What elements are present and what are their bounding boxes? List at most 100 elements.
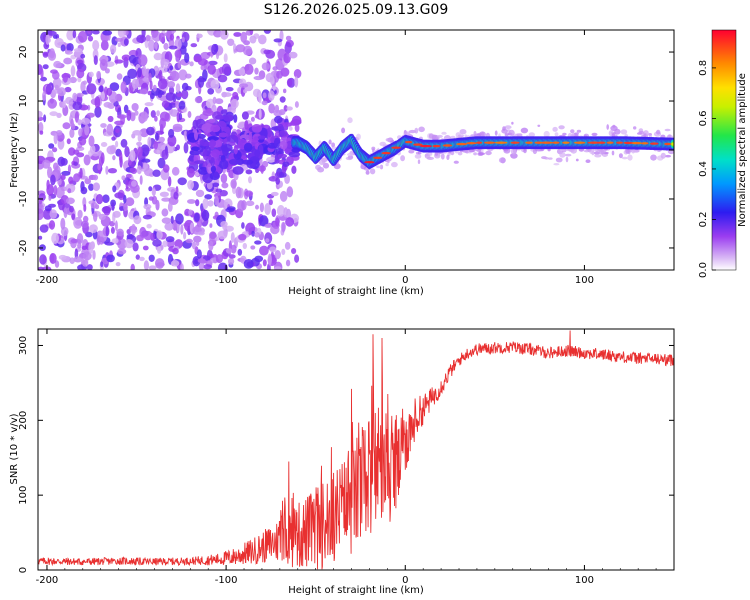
spectrogram-cell bbox=[93, 211, 98, 222]
spectrogram-cell bbox=[84, 178, 91, 185]
spectrogram-cell bbox=[104, 241, 115, 246]
spectrogram-cell bbox=[215, 114, 225, 120]
spectrogram-cell bbox=[67, 164, 72, 174]
spectrogram-cell bbox=[79, 136, 87, 146]
spectrogram-cell bbox=[559, 151, 566, 158]
snr-y-label: SNR (10 * v/v) bbox=[9, 413, 20, 484]
spectrogram-cell bbox=[153, 52, 163, 61]
spectrogram-cell bbox=[268, 199, 273, 206]
spectrogram-cell bbox=[548, 157, 553, 160]
spectrogram-cell bbox=[371, 146, 376, 151]
spectrogram-cell bbox=[111, 136, 116, 141]
spectrogram-cell bbox=[210, 124, 221, 133]
spectrogram-cell bbox=[48, 195, 52, 201]
spectrogram-cell bbox=[157, 157, 166, 169]
spectrogram-cell bbox=[63, 207, 68, 219]
spectrogram-cell bbox=[291, 248, 297, 254]
spectrogram-cell bbox=[141, 158, 151, 163]
spectrogram-cell bbox=[248, 57, 257, 65]
spectrogram-cell bbox=[413, 143, 423, 146]
spectrogram-cell bbox=[381, 151, 391, 155]
spectrogram-cell bbox=[48, 220, 56, 230]
spectrogram-cell bbox=[140, 111, 148, 122]
spectrogram-cell bbox=[193, 55, 203, 63]
spectrogram-cell bbox=[230, 179, 237, 189]
spectrogram-cell bbox=[671, 142, 674, 146]
spectrogram-cell bbox=[245, 169, 253, 175]
spectrogram-cell bbox=[128, 54, 137, 64]
spectrogram-cell bbox=[274, 266, 282, 270]
spectrogram-cell bbox=[172, 123, 183, 131]
spectrogram-cell bbox=[208, 60, 218, 66]
snr-x-ticks: -200 -100 0 100 bbox=[36, 329, 675, 586]
spectrogram-y-tick-label: 20 bbox=[18, 46, 29, 59]
spectrogram-cell bbox=[428, 133, 434, 139]
spectrogram-cell bbox=[57, 179, 62, 186]
spectrogram-cell bbox=[664, 142, 672, 146]
spectrogram-cell bbox=[185, 73, 192, 79]
spectrogram-cell bbox=[161, 149, 169, 160]
spectrogram-cell bbox=[575, 158, 579, 162]
spectrogram-cell bbox=[243, 259, 254, 269]
spectrogram-cell bbox=[627, 154, 633, 161]
spectrogram-cell bbox=[46, 179, 50, 190]
spectrogram-cell bbox=[453, 160, 459, 164]
spectrogram-cell bbox=[282, 161, 290, 167]
spectrogram-cell bbox=[137, 133, 142, 142]
spectrogram-cell bbox=[385, 138, 392, 142]
spectrogram-cell bbox=[69, 257, 75, 265]
spectrogram-cell bbox=[42, 64, 49, 70]
spectrogram-cell bbox=[233, 114, 238, 123]
spectrogram-cell bbox=[48, 143, 55, 149]
colorbar: 0.0 0.2 0.4 0.6 0.8 Normalized spectral ampl… bbox=[698, 29, 748, 278]
spectrogram-cell bbox=[457, 134, 465, 138]
spectrogram-cell bbox=[167, 81, 176, 88]
spectrogram-cell bbox=[88, 135, 95, 147]
spectrogram-cell bbox=[595, 148, 601, 152]
spectrogram-cell bbox=[115, 128, 120, 134]
spectrogram-cell bbox=[70, 65, 76, 77]
spectrogram-cell bbox=[57, 87, 66, 97]
spectrogram-cell bbox=[328, 139, 332, 145]
spectrogram-cell bbox=[92, 182, 100, 191]
spectrogram-cell bbox=[176, 93, 183, 97]
spectrogram-cell bbox=[593, 151, 601, 155]
spectrogram-cell bbox=[331, 142, 335, 148]
spectrogram-cell bbox=[106, 87, 113, 96]
spectrogram-cell bbox=[271, 208, 277, 217]
spectrogram-cell bbox=[230, 232, 235, 243]
colorbar-tick-label: 0.6 bbox=[698, 110, 709, 126]
spectrogram-cell bbox=[77, 31, 88, 43]
spectrogram-cell bbox=[159, 191, 169, 197]
spectrogram-cell bbox=[146, 126, 155, 136]
spectrogram-cell bbox=[111, 202, 115, 211]
spectrogram-cell bbox=[475, 141, 483, 144]
spectrogram-cell bbox=[116, 228, 124, 237]
spectrogram-cell bbox=[82, 259, 89, 267]
spectrogram-cell bbox=[82, 251, 92, 261]
spectrogram-cell bbox=[591, 150, 595, 156]
spectrogram-cell bbox=[129, 149, 136, 162]
spectrogram-cell bbox=[170, 260, 180, 267]
spectrogram-cell bbox=[168, 45, 178, 50]
snr-panel: -200 -100 0 100 0 100 200 300 Height of straig… bbox=[9, 328, 675, 596]
spectrogram-cell bbox=[227, 38, 235, 46]
spectrogram-cell bbox=[278, 130, 288, 137]
spectrogram-cell bbox=[525, 141, 533, 144]
spectrogram-cell bbox=[83, 154, 91, 166]
spectrogram-cell bbox=[55, 186, 65, 199]
spectrogram-cell bbox=[99, 59, 108, 71]
spectrogram-cell bbox=[161, 217, 172, 224]
spectrogram-cell bbox=[202, 109, 214, 117]
spectrogram-cell bbox=[42, 52, 49, 58]
spectrogram-cell bbox=[73, 149, 80, 155]
spectrogram-cell bbox=[184, 52, 190, 64]
spectrogram-cell bbox=[633, 126, 637, 130]
spectrogram-cell bbox=[143, 230, 153, 241]
spectrogram-cell bbox=[43, 114, 47, 123]
spectrogram-cell bbox=[178, 112, 183, 121]
spectrogram-cell bbox=[217, 230, 228, 240]
spectrogram-cell bbox=[345, 156, 353, 161]
spectrogram-cell bbox=[553, 163, 560, 166]
